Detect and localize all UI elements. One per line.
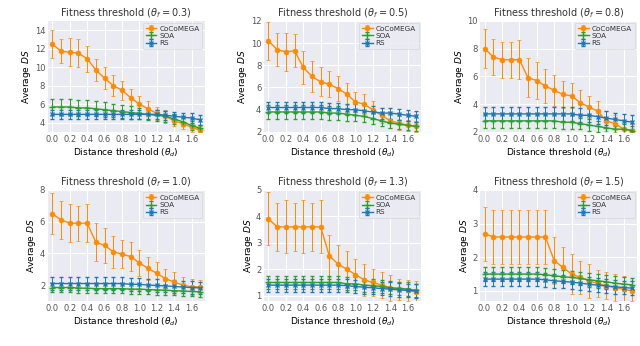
Legend: CoCoMEGA, SOA, RS: CoCoMEGA, SOA, RS	[359, 192, 419, 218]
Legend: CoCoMEGA, SOA, RS: CoCoMEGA, SOA, RS	[575, 192, 635, 218]
X-axis label: Distance threshold ($\theta_d$): Distance threshold ($\theta_d$)	[506, 316, 611, 328]
Title: Fitness threshold ($\theta_f = 0.8$): Fitness threshold ($\theta_f = 0.8$)	[493, 7, 624, 20]
Title: Fitness threshold ($\theta_f = 1.5$): Fitness threshold ($\theta_f = 1.5$)	[493, 176, 625, 190]
Title: Fitness threshold ($\theta_f = 1.3$): Fitness threshold ($\theta_f = 1.3$)	[276, 176, 408, 190]
X-axis label: Distance threshold ($\theta_d$): Distance threshold ($\theta_d$)	[506, 146, 611, 159]
Y-axis label: Average $DS$: Average $DS$	[241, 218, 255, 273]
Y-axis label: Average $DS$: Average $DS$	[20, 49, 33, 104]
Title: Fitness threshold ($\theta_f = 0.5$): Fitness threshold ($\theta_f = 0.5$)	[276, 7, 408, 20]
X-axis label: Distance threshold ($\theta_d$): Distance threshold ($\theta_d$)	[74, 146, 179, 159]
Legend: CoCoMEGA, SOA, RS: CoCoMEGA, SOA, RS	[575, 23, 635, 49]
Legend: CoCoMEGA, SOA, RS: CoCoMEGA, SOA, RS	[143, 23, 202, 49]
Title: Fitness threshold ($\theta_f = 1.0$): Fitness threshold ($\theta_f = 1.0$)	[60, 176, 192, 190]
X-axis label: Distance threshold ($\theta_d$): Distance threshold ($\theta_d$)	[74, 316, 179, 328]
Y-axis label: Average $DS$: Average $DS$	[26, 218, 38, 273]
Y-axis label: Average $DS$: Average $DS$	[452, 49, 465, 104]
X-axis label: Distance threshold ($\theta_d$): Distance threshold ($\theta_d$)	[289, 316, 396, 328]
Legend: CoCoMEGA, SOA, RS: CoCoMEGA, SOA, RS	[143, 192, 202, 218]
Legend: CoCoMEGA, SOA, RS: CoCoMEGA, SOA, RS	[359, 23, 419, 49]
Y-axis label: Average $DS$: Average $DS$	[458, 218, 470, 273]
X-axis label: Distance threshold ($\theta_d$): Distance threshold ($\theta_d$)	[289, 146, 396, 159]
Title: Fitness threshold ($\theta_f = 0.3$): Fitness threshold ($\theta_f = 0.3$)	[60, 7, 192, 20]
Y-axis label: Average $DS$: Average $DS$	[236, 49, 250, 104]
